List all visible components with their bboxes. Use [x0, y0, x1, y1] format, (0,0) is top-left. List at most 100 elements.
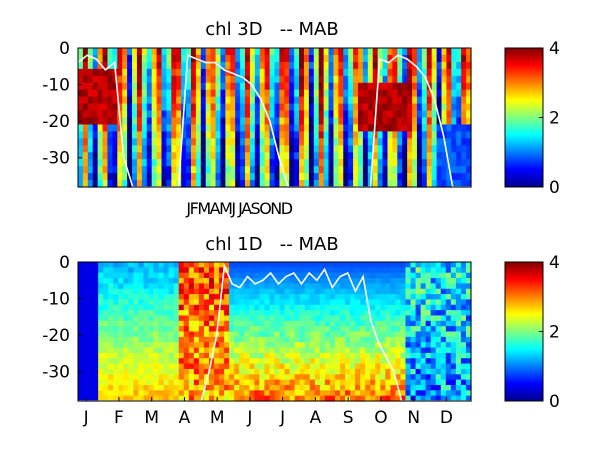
heat-cell: [239, 315, 245, 322]
heat-cell: [133, 283, 140, 290]
heat-cell: [235, 96, 241, 105]
heat-cell: [78, 278, 84, 284]
heat-cell: [209, 315, 215, 322]
heat-cell: [329, 278, 336, 284]
heat-cell: [450, 395, 457, 402]
heat-cell: [210, 138, 217, 146]
heat-cell: [107, 180, 113, 188]
heat-cell: [156, 152, 163, 160]
heat-cell: [455, 342, 462, 349]
heat-cell: [405, 395, 412, 402]
heat-cell: [259, 48, 266, 56]
heat-cell: [230, 124, 236, 132]
heat-cell: [83, 352, 89, 359]
heat-cell: [203, 352, 210, 359]
heat-cell: [416, 145, 423, 153]
heat-cell: [343, 131, 349, 139]
heat-cell: [416, 48, 423, 56]
heat-cell: [460, 379, 467, 386]
heat-cell: [348, 61, 354, 70]
heat-cell: [123, 288, 129, 295]
heat-cell: [214, 299, 220, 306]
heat-cell: [113, 331, 119, 338]
heat-cell: [400, 310, 407, 317]
heat-cell: [314, 336, 321, 343]
heat-cell: [138, 368, 145, 375]
heat-cell: [387, 124, 393, 132]
heat-cell: [348, 96, 354, 105]
heat-cell: [161, 96, 168, 105]
heat-cell: [304, 331, 311, 338]
heat-cell: [209, 278, 215, 284]
heat-cell: [445, 288, 452, 295]
heat-cell: [254, 347, 260, 354]
heat-cell: [168, 331, 175, 338]
heat-cell: [203, 395, 210, 402]
heat-cell: [136, 124, 143, 132]
heat-cell: [387, 110, 393, 119]
heat-cell: [324, 352, 331, 359]
heat-cell: [264, 145, 271, 153]
heat-cell: [230, 145, 236, 153]
heat-cell: [151, 68, 158, 77]
heat-cell: [308, 61, 315, 70]
heat-cell: [97, 48, 104, 56]
heat-cell: [158, 310, 165, 317]
heat-cell: [78, 331, 84, 338]
heat-cell: [274, 304, 281, 311]
heat-cell: [128, 368, 135, 375]
heat-cell: [466, 173, 472, 181]
heat-cell: [340, 368, 346, 375]
heat-cell: [400, 288, 407, 295]
heat-cell: [299, 110, 305, 119]
heat-cell: [168, 304, 175, 311]
heat-cell: [465, 294, 472, 301]
heat-cell: [254, 117, 261, 126]
heat-cell: [205, 173, 212, 181]
heat-cell: [358, 138, 364, 146]
heat-cell: [163, 358, 170, 365]
heat-cell: [128, 390, 135, 397]
heat-cell: [138, 262, 145, 268]
heat-cell: [118, 294, 124, 301]
heat-cell: [420, 374, 427, 381]
heat-cell: [118, 352, 124, 359]
heat-cell: [146, 61, 153, 70]
y-tick-label: -20: [42, 112, 70, 132]
heat-cell: [456, 145, 462, 153]
heat-cell: [328, 96, 335, 105]
heat-cell: [264, 294, 271, 301]
heat-cell: [303, 75, 310, 84]
heat-cell: [254, 374, 260, 381]
heat-cell: [350, 331, 356, 338]
heat-cell: [299, 166, 305, 174]
heat-cell: [390, 299, 397, 306]
heat-cell: [294, 54, 300, 63]
heat-cell: [461, 145, 467, 153]
heat-cell: [345, 315, 351, 322]
heat-cell: [466, 166, 472, 174]
heat-cell: [431, 145, 438, 153]
heat-cell: [274, 54, 281, 63]
heat-cell: [215, 138, 222, 146]
heat-cell: [445, 262, 452, 268]
heat-cell: [455, 395, 462, 402]
heat-cell: [123, 304, 129, 311]
heat-cell: [171, 173, 177, 181]
heat-cell: [380, 326, 386, 333]
heat-cell: [350, 374, 356, 381]
heat-cell: [254, 131, 261, 139]
heat-cell: [456, 159, 462, 167]
heat-cell: [240, 117, 246, 126]
heat-cell: [193, 272, 200, 279]
heat-cell: [338, 54, 344, 63]
heat-cell: [161, 82, 168, 91]
heat-cell: [138, 352, 145, 359]
heat-cell: [239, 363, 245, 370]
heat-cell: [334, 283, 341, 290]
heat-cell: [274, 363, 281, 370]
heat-cell: [188, 336, 195, 343]
heat-cell: [103, 331, 109, 338]
heat-cell: [450, 347, 457, 354]
heat-cell: [249, 358, 255, 365]
